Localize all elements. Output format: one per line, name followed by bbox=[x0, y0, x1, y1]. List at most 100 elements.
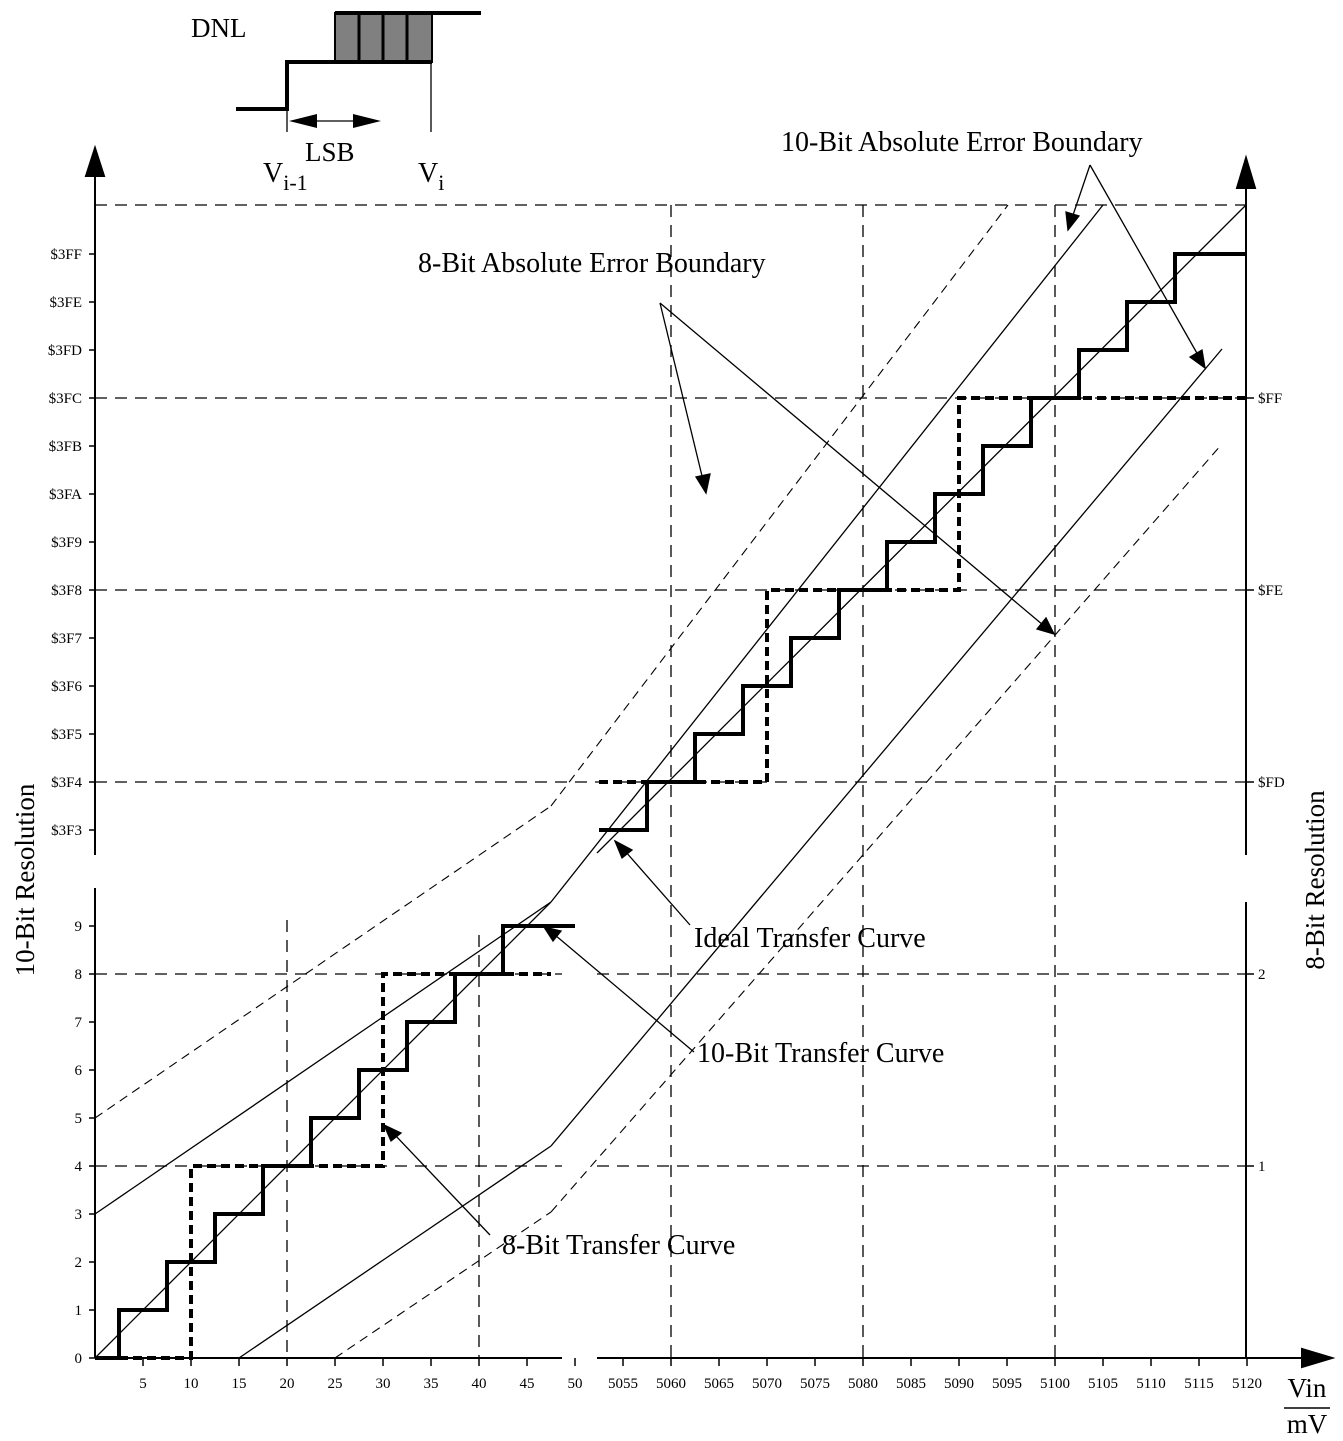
right-tick-label: $FF bbox=[1258, 391, 1282, 407]
error-boundaries bbox=[94, 204, 1247, 1359]
y-tick-label: 2 bbox=[75, 1255, 83, 1271]
y-tick-label: $3FC bbox=[49, 391, 82, 407]
ten-bit-transfer-curve-low bbox=[95, 924, 575, 1360]
y-tick-label: $3F3 bbox=[51, 823, 82, 839]
x-tick-label: 20 bbox=[280, 1376, 295, 1392]
x-tick-label: 5090 bbox=[944, 1376, 974, 1392]
x-tick-label: 10 bbox=[184, 1376, 199, 1392]
dnl-lsb-label: LSB bbox=[305, 137, 355, 167]
left-axis-arrow-icon bbox=[84, 144, 106, 177]
right-tick-label: 1 bbox=[1258, 1159, 1266, 1175]
y-tick-label: $3F6 bbox=[51, 679, 82, 695]
ten-bit-transfer-curve-high bbox=[599, 252, 1247, 832]
eight-bit-boundary-leader-1 bbox=[659, 302, 704, 481]
eight-bit-boundary-arrow-1-icon bbox=[694, 473, 711, 495]
x-tick-label: 5060 bbox=[656, 1376, 686, 1392]
x-unit-denominator: mV bbox=[1287, 1409, 1328, 1439]
eight-bit-boundary-upper-high bbox=[550, 204, 1009, 807]
right-tick-label: $FE bbox=[1258, 583, 1283, 599]
x-tick-label: 5075 bbox=[800, 1376, 830, 1392]
y-tick-label: 6 bbox=[75, 1063, 83, 1079]
left-axis-title: 10-Bit Resolution bbox=[10, 783, 40, 976]
ten-bit-curve-label: 10-Bit Transfer Curve bbox=[697, 1038, 944, 1069]
ten-bit-curve-leader bbox=[554, 934, 695, 1053]
x-unit-numerator: Vin bbox=[1288, 1373, 1327, 1403]
y-tick-label: $3FD bbox=[48, 343, 82, 359]
x-tick-label: 40 bbox=[472, 1376, 487, 1392]
x-tick-label: 30 bbox=[376, 1376, 391, 1392]
x-tick-label: 25 bbox=[328, 1376, 343, 1392]
y-tick-label: 4 bbox=[75, 1159, 83, 1175]
tick-labels: 0123456789$3F3$3F4$3F5$3F6$3F7$3F8$3F9$3… bbox=[48, 247, 1285, 1392]
y-tick-label: $3FB bbox=[49, 439, 82, 455]
dnl-vprev-label: Vi-1 bbox=[263, 158, 308, 195]
y-tick-label: 1 bbox=[75, 1303, 83, 1319]
ideal-curve-arrow-icon bbox=[613, 839, 634, 860]
dnl-lsb-arrow-left-icon bbox=[289, 114, 317, 128]
eight-bit-curve-arrow-icon bbox=[382, 1123, 403, 1143]
ten-bit-boundary-arrow-2-icon bbox=[1188, 348, 1206, 370]
y-tick-label: $3FE bbox=[49, 295, 82, 311]
x-tick-label: 5115 bbox=[1184, 1376, 1213, 1392]
y-tick-label: 7 bbox=[75, 1015, 83, 1031]
y-tick-label: 9 bbox=[75, 919, 83, 935]
dnl-lsb-arrow-right-icon bbox=[353, 114, 381, 128]
dnl-step-lower bbox=[236, 60, 432, 111]
x-tick-label: 5095 bbox=[992, 1376, 1022, 1392]
right-tick-label: $FD bbox=[1258, 775, 1285, 791]
grid-lines bbox=[95, 204, 1246, 1358]
ideal-curve-low bbox=[94, 901, 552, 1359]
ideal-curve-label: Ideal Transfer Curve bbox=[694, 923, 926, 954]
eight-bit-boundary-lower-low bbox=[334, 1211, 552, 1359]
ten-bit-boundary-lower-low bbox=[238, 1145, 552, 1359]
x-tick-label: 50 bbox=[568, 1376, 583, 1392]
right-axis-title: 8-Bit Resolution bbox=[1300, 790, 1330, 970]
ten-bit-boundary-upper-high bbox=[550, 204, 1104, 903]
x-tick-label: 5065 bbox=[704, 1376, 734, 1392]
ten-bit-boundary-lower-high bbox=[550, 348, 1223, 1147]
y-tick-label: 5 bbox=[75, 1111, 83, 1127]
ten-bit-boundary-label: 10-Bit Absolute Error Boundary bbox=[781, 127, 1143, 158]
dnl-title: DNL bbox=[191, 13, 247, 43]
y-tick-label: 8 bbox=[75, 967, 83, 983]
y-tick-label: $3F8 bbox=[51, 583, 82, 599]
x-tick-label: 5120 bbox=[1232, 1376, 1262, 1392]
y-tick-label: $3F5 bbox=[51, 727, 82, 743]
right-axis-arrow-icon bbox=[1235, 154, 1257, 189]
eight-bit-curve-leader bbox=[394, 1134, 491, 1236]
y-tick-label: $3FA bbox=[49, 487, 82, 503]
x-tick-label: 5105 bbox=[1088, 1376, 1118, 1392]
x-tick-label: 5055 bbox=[608, 1376, 638, 1392]
ideal-curve-high bbox=[596, 204, 1247, 854]
x-tick-label: 5100 bbox=[1040, 1376, 1070, 1392]
ideal-curve-leader bbox=[624, 850, 691, 926]
eight-bit-boundary-leader-2 bbox=[659, 302, 1044, 626]
y-tick-label: $3F9 bbox=[51, 535, 82, 551]
ten-bit-boundary-leader-1 bbox=[1071, 164, 1091, 219]
tick-marks bbox=[89, 253, 1254, 1366]
eight-bit-boundary-label: 8-Bit Absolute Error Boundary bbox=[418, 248, 766, 279]
eight-bit-curve-label: 8-Bit Transfer Curve bbox=[502, 1230, 735, 1261]
x-tick-label: 5070 bbox=[752, 1376, 782, 1392]
x-tick-label: 35 bbox=[424, 1376, 439, 1392]
eight-bit-transfer-curve-low bbox=[119, 972, 551, 1360]
dnl-vi-label: Vi bbox=[418, 158, 444, 195]
y-tick-label: $3F4 bbox=[51, 775, 82, 791]
dnl-inset: DNL LSB Vi-1 Vi bbox=[191, 11, 481, 195]
right-tick-label: 2 bbox=[1258, 967, 1266, 983]
y-tick-label: $3F7 bbox=[51, 631, 82, 647]
y-tick-label: 3 bbox=[75, 1207, 83, 1223]
x-tick-label: 5110 bbox=[1136, 1376, 1165, 1392]
y-tick-label: 0 bbox=[75, 1351, 83, 1367]
annotation-leaders bbox=[382, 164, 1206, 1236]
x-tick-label: 15 bbox=[232, 1376, 247, 1392]
x-tick-label: 5080 bbox=[848, 1376, 878, 1392]
x-axis-arrow-icon bbox=[1301, 1347, 1336, 1369]
x-tick-label: 45 bbox=[520, 1376, 535, 1392]
eight-bit-boundary-lower-high bbox=[550, 443, 1223, 1213]
ten-bit-boundary-arrow-1-icon bbox=[1065, 211, 1081, 232]
x-tick-label: 5085 bbox=[896, 1376, 926, 1392]
axes bbox=[84, 144, 1336, 1369]
ten-bit-boundary-upper-low bbox=[94, 901, 552, 1215]
